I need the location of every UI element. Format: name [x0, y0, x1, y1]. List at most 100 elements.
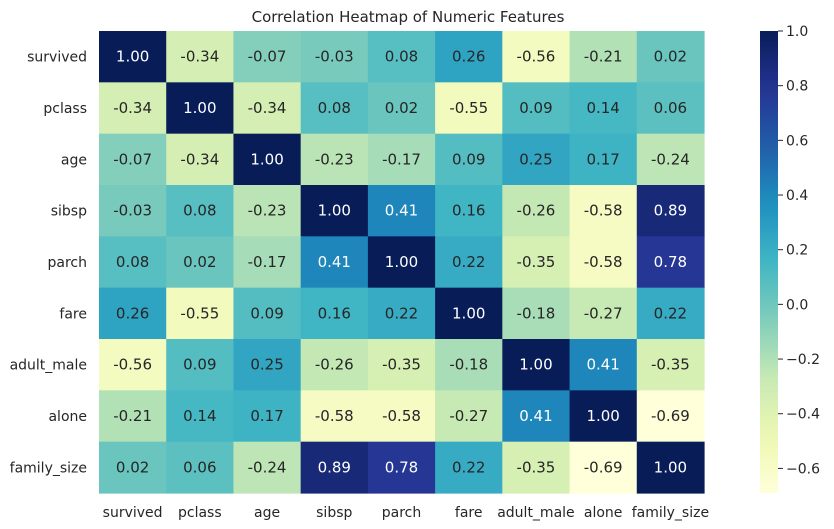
- heatmap-cell: [636, 441, 705, 494]
- heatmap-cell: [99, 82, 167, 135]
- cell-value-label: 0.22: [452, 458, 485, 476]
- cell-value-label: 1.00: [586, 407, 619, 425]
- cell-value-label: 0.26: [116, 304, 149, 322]
- cell-value-label: 0.08: [183, 202, 216, 220]
- heatmap-cell: [99, 287, 167, 340]
- cell-value-label: -0.35: [517, 458, 556, 476]
- heatmap-cell: [166, 185, 235, 237]
- heatmap-cell: [569, 185, 638, 237]
- heatmap-cell: [233, 287, 302, 340]
- colorbar-ticks: 1.0 0.8 0.6 0.4 0.2 0.0 −0.2 −0.4 −0.6: [778, 24, 820, 477]
- heatmap-cell: [435, 339, 503, 391]
- cell-value-label: -0.17: [248, 253, 287, 271]
- cell-value-label: -0.56: [113, 356, 152, 374]
- x-tick-label: survived: [103, 505, 163, 521]
- colorbar-tick-label: −0.2: [786, 352, 820, 368]
- heatmap-cell: [367, 133, 436, 186]
- cell-value-label: 1.00: [519, 356, 552, 374]
- heatmap-cell: [636, 390, 705, 443]
- heatmap-cell: [233, 185, 302, 237]
- cell-value-label: -0.23: [315, 150, 354, 168]
- cell-value-label: -0.03: [315, 48, 354, 66]
- y-tick-labels: survived pclass age sibsp parch fare adult_mal…: [10, 50, 88, 477]
- cell-value-label: 0.41: [586, 356, 619, 374]
- heatmap-cell: [636, 31, 705, 83]
- heatmap-cell: [166, 236, 235, 289]
- cell-value-label: -0.34: [248, 99, 287, 117]
- cell-value-label: -0.23: [248, 202, 287, 220]
- cell-value-label: 1.00: [385, 253, 418, 271]
- cell-value-label: 0.08: [116, 253, 149, 271]
- cell-value-label: -0.34: [180, 48, 219, 66]
- cell-value-label: -0.07: [113, 150, 152, 168]
- cell-value-label: 0.41: [519, 407, 552, 425]
- heatmap-cell: [502, 82, 571, 135]
- y-tick-label: survived: [27, 50, 87, 66]
- cell-value-label: 0.14: [586, 99, 619, 117]
- y-tick-label: parch: [48, 255, 87, 271]
- cell-value-label: 0.09: [452, 150, 485, 168]
- cell-value-label: 0.41: [318, 253, 351, 271]
- heatmap-cell: [99, 236, 167, 289]
- colorbar-tick-label: 0.2: [786, 243, 808, 259]
- heatmap-cell: [569, 236, 638, 289]
- cell-value-label: -0.18: [449, 356, 488, 374]
- heatmap-cell: [502, 185, 571, 237]
- cell-value-label: -0.69: [651, 407, 690, 425]
- y-tick-label: pclass: [43, 101, 87, 117]
- heatmap-cell: [233, 82, 302, 135]
- x-tick-label: adult_male: [497, 505, 574, 521]
- heatmap-cell: [99, 441, 167, 494]
- heatmap-cell: [233, 390, 302, 443]
- heatmap-cell: [569, 339, 638, 391]
- cell-value-label: -0.58: [382, 407, 421, 425]
- cell-value-label: 1.00: [250, 150, 283, 168]
- cell-value-label: 0.06: [654, 99, 687, 117]
- heatmap-cell: [166, 390, 235, 443]
- y-tick-label: fare: [59, 306, 87, 322]
- cell-value-label: 0.16: [452, 202, 485, 220]
- cell-value-label: -0.21: [584, 48, 623, 66]
- x-tick-label: alone: [584, 505, 623, 521]
- heatmap-cell: [435, 287, 503, 340]
- colorbar-tick-label: 1.0: [786, 24, 808, 40]
- x-tick-label: sibsp: [316, 505, 352, 521]
- heatmap-cell: [502, 339, 571, 391]
- heatmap-cell: [569, 441, 638, 494]
- heatmap-cell: [367, 339, 436, 391]
- heatmap-cell: [435, 441, 503, 494]
- cell-value-label: 0.25: [519, 150, 552, 168]
- colorbar-tick-label: 0.8: [786, 79, 808, 95]
- heatmap-cell: [300, 185, 369, 237]
- heatmap-cell: [99, 390, 167, 443]
- heatmap-cell: [99, 339, 167, 391]
- y-tick-label: age: [61, 152, 87, 168]
- cell-value-label: -0.24: [248, 458, 287, 476]
- cell-value-label: -0.58: [315, 407, 354, 425]
- heatmap-cell: [99, 133, 167, 186]
- cell-value-label: -0.34: [113, 99, 152, 117]
- heatmap-cell: [233, 236, 302, 289]
- x-tick-label: age: [254, 505, 280, 521]
- heatmap-cell: [166, 82, 235, 135]
- y-tick-label: family_size: [10, 460, 87, 476]
- cell-value-label: 0.16: [318, 304, 351, 322]
- heatmap-cell: [99, 31, 167, 83]
- colorbar-tick-label: −0.6: [786, 461, 820, 477]
- heatmap-cell: [166, 441, 235, 494]
- heatmap-cell: [569, 82, 638, 135]
- heatmap-cell: [300, 339, 369, 391]
- cell-value-label: 0.78: [654, 253, 687, 271]
- heatmap-cell: [502, 31, 571, 83]
- heatmap-cell: [233, 339, 302, 391]
- cell-value-label: 0.02: [654, 48, 687, 66]
- cell-value-label: 1.00: [318, 202, 351, 220]
- cell-value-label: 0.25: [250, 356, 283, 374]
- heatmap-cell: [367, 236, 436, 289]
- cell-value-label: -0.07: [248, 48, 287, 66]
- cell-value-label: 0.22: [654, 304, 687, 322]
- heatmap-cell: [300, 133, 369, 186]
- cell-value-label: -0.35: [651, 356, 690, 374]
- cell-value-label: -0.35: [382, 356, 421, 374]
